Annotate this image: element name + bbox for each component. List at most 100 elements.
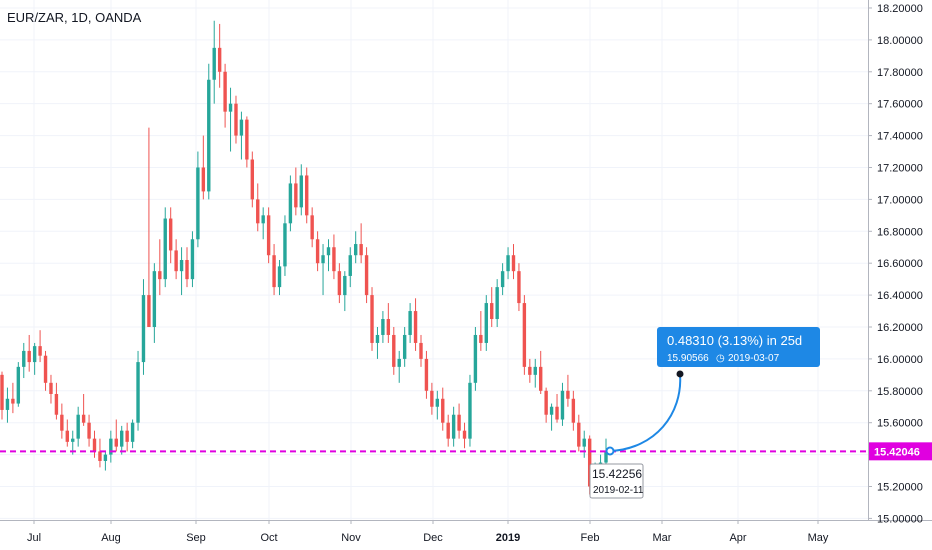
candle-body bbox=[294, 183, 298, 208]
candle-body bbox=[22, 350, 26, 367]
candle-body bbox=[392, 334, 396, 367]
candle-body bbox=[130, 422, 135, 442]
candle bbox=[413, 298, 418, 351]
candle-body bbox=[462, 430, 467, 439]
candle bbox=[451, 406, 456, 447]
candle bbox=[468, 374, 472, 447]
candle bbox=[321, 244, 325, 296]
y-tick-label: 15.80000 bbox=[877, 386, 923, 398]
candle bbox=[495, 279, 499, 327]
x-tick-label: Sep bbox=[186, 532, 206, 544]
candle bbox=[397, 350, 401, 383]
tooltip-price: 15.42256 bbox=[592, 467, 642, 481]
candle-body bbox=[207, 79, 211, 192]
candle bbox=[533, 358, 537, 388]
candle bbox=[511, 244, 516, 280]
candle-body bbox=[201, 167, 206, 192]
candle-body bbox=[212, 47, 216, 80]
candle-body bbox=[457, 414, 461, 431]
candle-body bbox=[16, 366, 21, 404]
y-tick-label: 16.40000 bbox=[877, 290, 923, 302]
candle-body bbox=[266, 215, 271, 256]
candle bbox=[22, 342, 26, 379]
candle bbox=[174, 239, 178, 280]
candle-body bbox=[473, 334, 478, 383]
candle bbox=[500, 263, 505, 296]
candle-body bbox=[533, 366, 537, 375]
candle bbox=[522, 295, 527, 375]
candle bbox=[473, 326, 478, 391]
candle-body bbox=[234, 103, 238, 136]
projection-change-text: 0.48310 (3.13%) in 25d bbox=[667, 333, 802, 348]
candle bbox=[0, 371, 4, 420]
candle-body bbox=[163, 218, 167, 280]
candle bbox=[54, 382, 59, 420]
x-tick-label: Mar bbox=[653, 532, 672, 544]
candle bbox=[402, 326, 407, 367]
y-tick-label: 18.20000 bbox=[877, 3, 923, 15]
candle-body bbox=[326, 247, 331, 256]
candle-body bbox=[65, 430, 69, 442]
candle bbox=[446, 414, 450, 447]
y-tick-label: 16.00000 bbox=[877, 354, 923, 366]
candle bbox=[60, 403, 64, 439]
candle-body bbox=[43, 355, 48, 383]
candle-body bbox=[98, 451, 102, 461]
candle bbox=[87, 414, 91, 447]
candle bbox=[179, 247, 184, 296]
candle bbox=[299, 164, 303, 216]
candle bbox=[353, 231, 358, 264]
candle bbox=[168, 207, 173, 264]
candle-body bbox=[386, 319, 391, 335]
candle-body bbox=[283, 223, 287, 267]
candle-body bbox=[435, 398, 440, 407]
price-axis[interactable]: 18.20000 18.00000 17.80000 17.60000 17.40000… bbox=[868, 3, 923, 525]
candle-body bbox=[549, 406, 554, 415]
candle-body bbox=[397, 358, 401, 367]
candle bbox=[98, 438, 102, 468]
candle bbox=[549, 403, 554, 431]
candle bbox=[566, 374, 570, 407]
time-axis[interactable]: Jul Aug Sep Oct Nov Dec 2019 Feb Mar Apr May bbox=[27, 520, 829, 544]
y-tick-label: 17.60000 bbox=[877, 99, 923, 111]
candle-body bbox=[528, 366, 532, 375]
candle bbox=[544, 387, 548, 423]
candle-body bbox=[120, 430, 124, 447]
x-tick-label: Aug bbox=[101, 532, 121, 544]
candle bbox=[130, 419, 135, 449]
y-tick-label: 17.80000 bbox=[877, 67, 923, 79]
candle-body bbox=[152, 271, 157, 327]
candle bbox=[125, 422, 129, 452]
projection-end-point[interactable] bbox=[676, 370, 684, 378]
x-tick-label: Oct bbox=[260, 532, 277, 544]
candle bbox=[49, 374, 53, 404]
candle-body bbox=[174, 250, 178, 272]
candle-body bbox=[217, 47, 222, 72]
y-tick-label: 17.40000 bbox=[877, 131, 923, 143]
candle-body bbox=[147, 295, 151, 327]
candle-body bbox=[332, 247, 336, 272]
candle bbox=[92, 430, 97, 458]
candle-body bbox=[141, 295, 146, 363]
candle bbox=[120, 425, 124, 455]
candle-body bbox=[76, 414, 80, 439]
candle-body bbox=[114, 438, 118, 447]
candle bbox=[16, 362, 21, 407]
candle-body bbox=[337, 271, 342, 296]
candle-body bbox=[11, 398, 15, 404]
projection-curve[interactable] bbox=[609, 373, 682, 453]
candle bbox=[381, 311, 385, 343]
candle bbox=[103, 451, 108, 471]
candle bbox=[234, 95, 238, 144]
candle-body bbox=[419, 342, 423, 359]
candle bbox=[305, 167, 309, 224]
candle bbox=[163, 207, 167, 288]
y-tick-label: 18.00000 bbox=[877, 35, 923, 47]
x-tick-label: Jul bbox=[27, 532, 41, 544]
projection-target-text: 15.90566 bbox=[667, 353, 709, 364]
projection-start-point[interactable] bbox=[605, 446, 615, 456]
candle bbox=[196, 151, 200, 248]
y-tick-label: 15.00000 bbox=[877, 513, 923, 525]
candle-body bbox=[71, 438, 75, 442]
